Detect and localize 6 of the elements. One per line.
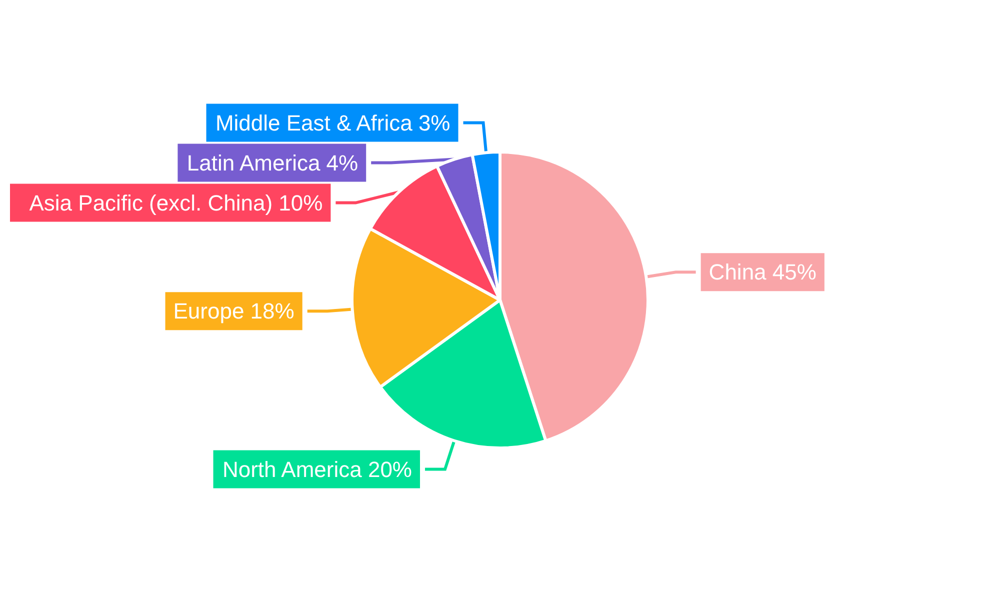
slice-label: Latin America 4% [186, 150, 358, 176]
slice-label: China 45% [708, 260, 816, 285]
slice-label: Middle East & Africa 3% [215, 110, 450, 136]
slice-label: Asia Pacific (excl. China) 10% [29, 190, 323, 216]
slice-label: Europe 18% [173, 298, 294, 324]
slice-label: North America 20% [222, 456, 412, 482]
